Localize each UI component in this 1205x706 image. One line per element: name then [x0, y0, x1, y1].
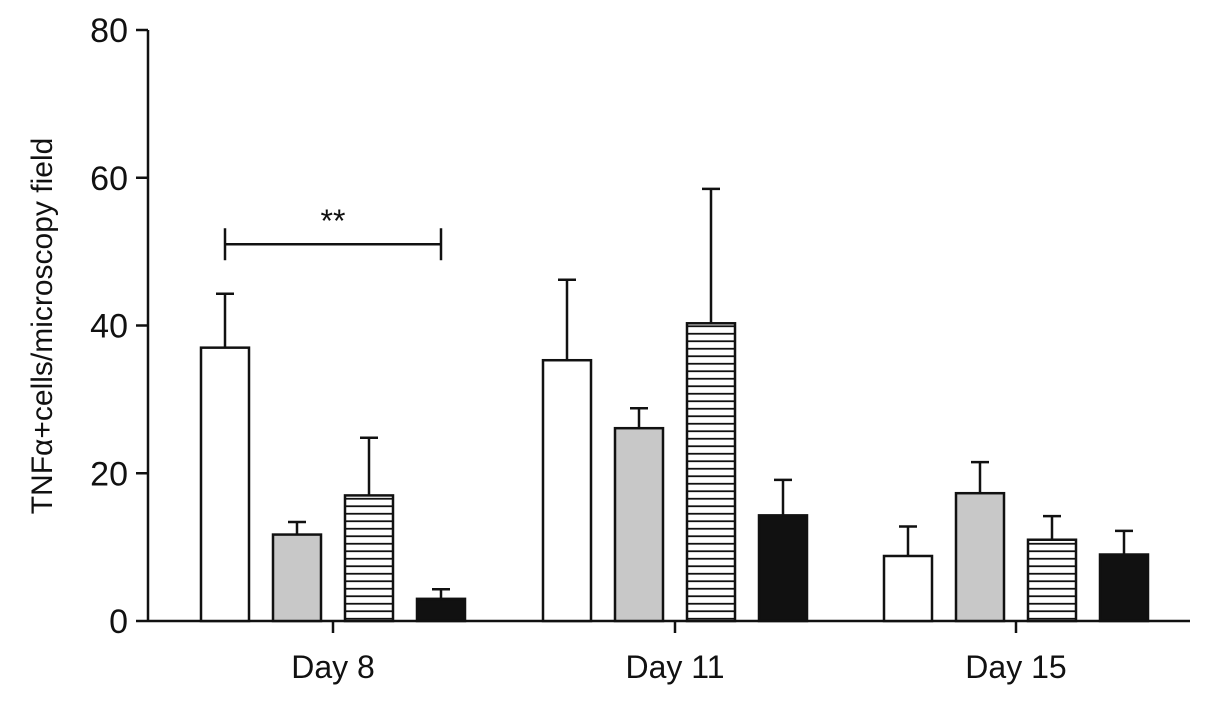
- x-tick-label: Day 8: [291, 649, 375, 685]
- significance-label: **: [321, 203, 346, 239]
- y-tick-label: 60: [90, 160, 128, 198]
- bar: [613, 426, 665, 623]
- bar: [757, 514, 809, 623]
- bar: [271, 533, 323, 623]
- y-tick-label: 0: [109, 603, 128, 641]
- y-tick-label: 80: [90, 12, 128, 50]
- y-tick-label: 40: [90, 308, 128, 346]
- bar: [1098, 553, 1150, 623]
- x-tick-label: Day 15: [965, 649, 1066, 685]
- x-tick-label: Day 11: [625, 649, 724, 685]
- bar: [199, 346, 251, 623]
- annotations: **: [223, 203, 443, 261]
- bar: [343, 494, 395, 623]
- y-axis-label: TNFα+cells/microscopy field: [26, 138, 59, 515]
- bar: [882, 554, 934, 623]
- bar: [954, 491, 1006, 623]
- bar: [541, 358, 593, 623]
- bar: [685, 322, 737, 623]
- bar: [1026, 538, 1078, 623]
- bar: [415, 597, 467, 623]
- bars: [199, 187, 1150, 623]
- axes: 0 20 40 60 80 Day 8 Day 11 Day 15: [90, 12, 1190, 685]
- y-tick-label: 20: [90, 455, 128, 493]
